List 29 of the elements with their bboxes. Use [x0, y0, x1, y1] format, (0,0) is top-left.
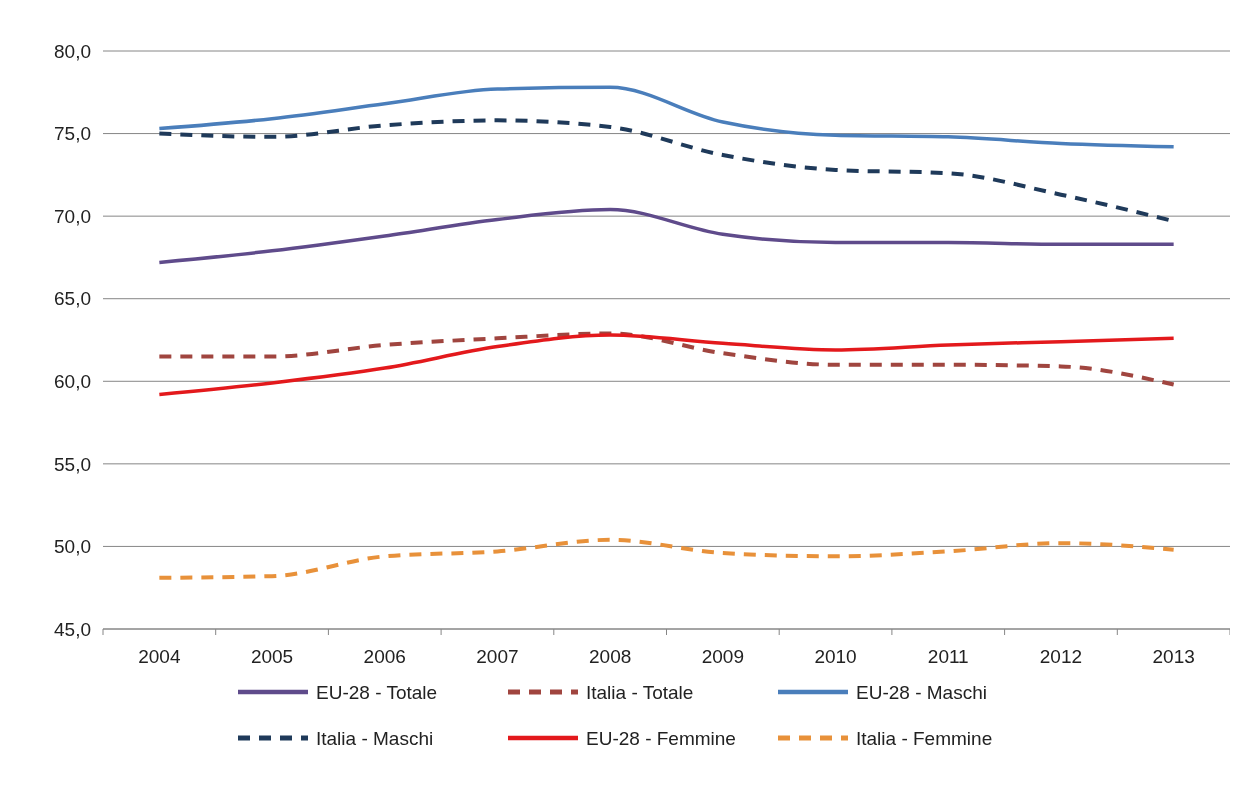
y-tick-label: 50,0 — [54, 536, 91, 558]
line-series — [157, 333, 1176, 397]
x-tick-label: 2009 — [701, 646, 744, 667]
legend-label: EU-28 - Maschi — [856, 681, 987, 703]
x-tick-label: 2008 — [589, 646, 632, 667]
y-tick-label: 75,0 — [54, 123, 91, 145]
legend-label: EU-28 - Totale — [316, 681, 438, 703]
y-tick-label: 70,0 — [54, 205, 91, 227]
y-tick-label: 60,0 — [54, 370, 91, 392]
y-tick-label: 65,0 — [54, 288, 91, 310]
legend-label: Italia - Totale — [586, 681, 694, 703]
line-series — [157, 207, 1176, 265]
y-tick-label: 80,0 — [54, 40, 91, 62]
x-tick-label: 2007 — [476, 646, 519, 667]
y-tick-label: 45,0 — [54, 618, 91, 640]
x-tick-label: 2013 — [1152, 646, 1195, 667]
legend-label: Italia - Femmine — [856, 727, 993, 749]
legend-label: Italia - Maschi — [316, 727, 434, 749]
line-series — [157, 331, 1176, 387]
x-tick-label: 2004 — [138, 646, 181, 667]
y-tick-label: 55,0 — [54, 453, 91, 475]
x-tick-label: 2011 — [927, 646, 969, 667]
x-tick-label: 2010 — [814, 646, 857, 667]
x-tick-label: 2012 — [1039, 646, 1083, 667]
x-tick-label: 2006 — [363, 646, 406, 667]
legend-label: EU-28 - Femmine — [586, 727, 736, 749]
x-tick-label: 2005 — [250, 646, 294, 667]
line-series — [157, 537, 1176, 580]
line-series — [157, 85, 1176, 149]
